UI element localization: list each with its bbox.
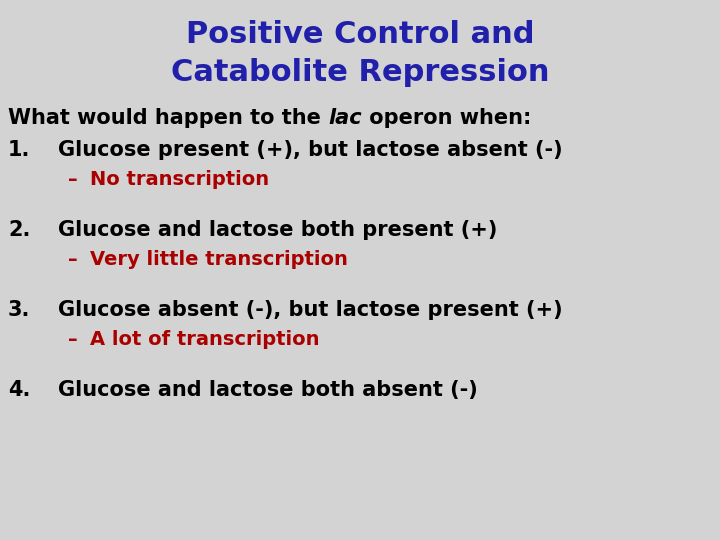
Text: operon when:: operon when: <box>361 108 531 128</box>
Text: –: – <box>68 330 78 349</box>
Text: Glucose and lactose both present (+): Glucose and lactose both present (+) <box>58 220 498 240</box>
Text: Glucose absent (-), but lactose present (+): Glucose absent (-), but lactose present … <box>58 300 562 320</box>
Text: 4.: 4. <box>8 380 30 400</box>
Text: What would happen to the: What would happen to the <box>8 108 328 128</box>
Text: –: – <box>68 250 78 269</box>
Text: Very little transcription: Very little transcription <box>90 250 348 269</box>
Text: –: – <box>68 170 78 189</box>
Text: 1.: 1. <box>8 140 30 160</box>
Text: Glucose present (+), but lactose absent (-): Glucose present (+), but lactose absent … <box>58 140 562 160</box>
Text: 2.: 2. <box>8 220 30 240</box>
Text: Positive Control and: Positive Control and <box>186 20 534 49</box>
Text: 3.: 3. <box>8 300 30 320</box>
Text: lac: lac <box>328 108 361 128</box>
Text: Catabolite Repression: Catabolite Repression <box>171 58 549 87</box>
Text: Glucose and lactose both absent (-): Glucose and lactose both absent (-) <box>58 380 478 400</box>
Text: No transcription: No transcription <box>90 170 269 189</box>
Text: A lot of transcription: A lot of transcription <box>90 330 320 349</box>
